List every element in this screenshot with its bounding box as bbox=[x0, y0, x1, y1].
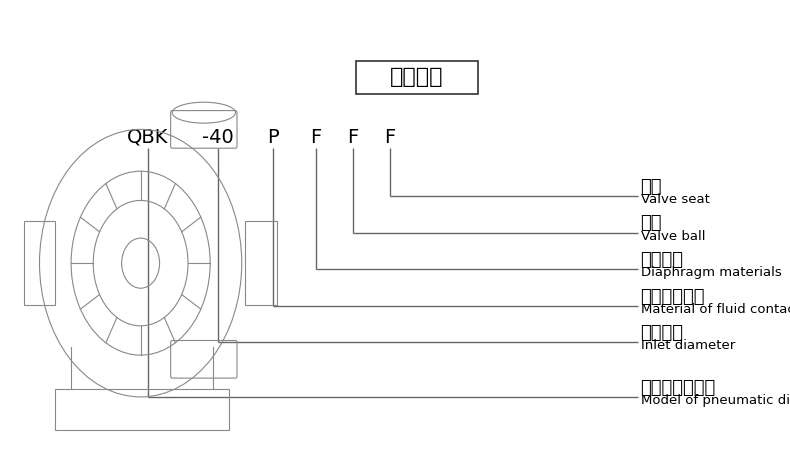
Text: -40: -40 bbox=[202, 128, 234, 147]
Bar bbox=[356, 61, 478, 94]
Text: 进料口径: 进料口径 bbox=[641, 324, 683, 342]
Text: Model of pneumatic diaphragm pump: Model of pneumatic diaphragm pump bbox=[641, 394, 790, 407]
Bar bbox=[24, 221, 55, 305]
Text: 阀球: 阀球 bbox=[641, 214, 662, 232]
Bar bbox=[55, 389, 229, 430]
Text: QBK: QBK bbox=[127, 128, 168, 147]
Text: 气动隔膜泵型号: 气动隔膜泵型号 bbox=[641, 379, 716, 397]
Text: P: P bbox=[268, 128, 279, 147]
Text: Valve seat: Valve seat bbox=[641, 193, 709, 206]
Text: F: F bbox=[384, 128, 395, 147]
Text: 隔膜材质: 隔膜材质 bbox=[641, 251, 683, 269]
Text: Diaphragm materials: Diaphragm materials bbox=[641, 266, 781, 279]
Text: F: F bbox=[310, 128, 322, 147]
Text: Material of fluid contact part: Material of fluid contact part bbox=[641, 303, 790, 316]
Text: Valve ball: Valve ball bbox=[641, 230, 705, 243]
Text: Inlet diameter: Inlet diameter bbox=[641, 340, 735, 352]
Text: 过流部件材质: 过流部件材质 bbox=[641, 287, 705, 305]
Text: F: F bbox=[348, 128, 359, 147]
Text: 型号说明: 型号说明 bbox=[390, 67, 444, 87]
Text: 阀座: 阀座 bbox=[641, 178, 662, 196]
Bar bbox=[245, 221, 276, 305]
